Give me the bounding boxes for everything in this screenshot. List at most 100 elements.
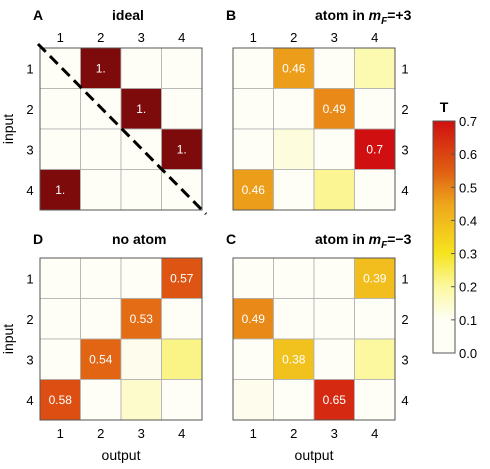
y-tick-label: 2 [401, 102, 408, 117]
cell-value-label: 0.7 [366, 142, 383, 156]
heatmap-cell [273, 257, 315, 299]
y-tick-label: 1 [401, 271, 408, 286]
heatmap-cell [313, 128, 355, 170]
heatmap-cell [80, 338, 122, 380]
panel-letter: A [33, 7, 43, 23]
x-tick-label: 3 [331, 30, 338, 45]
heatmap-cell [354, 88, 396, 130]
heatmap-cell [273, 88, 315, 130]
x-axis-label: output [102, 447, 141, 463]
y-tick-label: 4 [401, 393, 408, 408]
colorbar-bar [432, 120, 456, 354]
colorbar-tick-label: 0.7 [459, 114, 477, 129]
title-part: =+3 [387, 7, 411, 23]
heatmap-cell [313, 257, 355, 299]
cell-value-label: 0.49 [242, 312, 266, 326]
y-tick-label: 1 [26, 271, 33, 286]
panel-letter: C [226, 231, 236, 247]
title-part: m [369, 231, 381, 247]
heatmap-cell [313, 338, 355, 380]
heatmap-cell [232, 88, 274, 130]
y-tick-label: 2 [26, 102, 33, 117]
heatmap-cell [313, 169, 355, 211]
x-tick-label: 3 [331, 426, 338, 441]
heatmap-cell [232, 338, 274, 380]
heatmap-cell [161, 47, 203, 89]
heatmap-cell [80, 47, 122, 89]
title-part: no atom [112, 231, 166, 247]
panel-frame [232, 257, 396, 421]
heatmap-cell [273, 298, 315, 340]
colorbar-tick-label: 0.0 [459, 346, 477, 361]
heatmap-cell [273, 169, 315, 211]
heatmap-cell [161, 338, 203, 380]
heatmap-cell [354, 169, 396, 211]
heatmap-cell [39, 257, 81, 299]
colorbar-tick-label: 0.6 [459, 147, 477, 162]
y-tick-label: 1 [26, 61, 33, 76]
heatmap-cell [120, 338, 162, 380]
x-axis-label: output [295, 447, 334, 463]
title-part: m [369, 7, 381, 23]
heatmap-cell [39, 298, 81, 340]
title-part: atom in [315, 7, 369, 23]
colorbar-title: T [440, 99, 449, 115]
x-tick-label: 2 [97, 30, 104, 45]
title-part: F [381, 240, 388, 251]
panel-title: atom in mF=−3 [315, 231, 412, 251]
heatmap-cell [161, 257, 203, 299]
y-tick-label: 3 [26, 352, 33, 367]
x-tick-label: 2 [97, 426, 104, 441]
y-tick-label: 4 [26, 393, 33, 408]
heatmap-cell [80, 169, 122, 211]
heatmap-cell [80, 257, 122, 299]
x-tick-label: 2 [290, 426, 297, 441]
title-part: =−3 [387, 231, 411, 247]
heatmap-cell [313, 298, 355, 340]
heatmap-cell [232, 128, 274, 170]
x-tick-label: 1 [250, 30, 257, 45]
panel-frame [232, 47, 396, 211]
x-tick-label: 2 [290, 30, 297, 45]
colorbar-tick-label: 0.5 [459, 180, 477, 195]
cell-value-label: 0.54 [89, 352, 113, 366]
panel-title: no atom [112, 231, 166, 247]
heatmap-cell [39, 88, 81, 130]
x-tick-label: 4 [371, 426, 378, 441]
y-tick-label: 2 [26, 312, 33, 327]
cell-value-label: 0.57 [170, 271, 194, 285]
heatmap-cell [232, 47, 274, 89]
y-tick-label: 4 [26, 183, 33, 198]
colorbar-tick-label: 0.3 [459, 247, 477, 262]
heatmap-cell [232, 379, 274, 421]
cell-value-label: 0.65 [323, 393, 347, 407]
title-part: ideal [112, 7, 144, 23]
x-tick-label: 1 [250, 426, 257, 441]
y-axis-label: input [0, 114, 16, 144]
title-part: atom in [315, 231, 369, 247]
cell-value-label: 0.38 [282, 352, 306, 366]
heatmap-cell [354, 257, 396, 299]
heatmap-cell [39, 379, 81, 421]
heatmap-cell [313, 47, 355, 89]
heatmap-cell [273, 379, 315, 421]
x-tick-label: 4 [178, 426, 185, 441]
panel-frame [39, 257, 203, 421]
cell-value-label: 0.58 [49, 393, 73, 407]
panel-letter: B [226, 7, 236, 23]
panel-letter: D [33, 231, 43, 247]
colorbar: T 0.0 0.1 0.2 0.3 0.4 0.5 0.6 0.7 [432, 99, 477, 361]
heatmap-cell [39, 128, 81, 170]
cell-value-label: 0.49 [323, 102, 347, 116]
x-tick-label: 1 [57, 426, 64, 441]
panel-title: atom in mF=+3 [315, 7, 412, 27]
x-tick-label: 3 [138, 30, 145, 45]
colorbar-tick-label: 0.1 [459, 313, 477, 328]
heatmap-cell [80, 298, 122, 340]
x-tick-label: 4 [178, 30, 185, 45]
cell-value-label: 0.46 [242, 183, 266, 197]
cell-value-label: 0.46 [282, 61, 306, 75]
